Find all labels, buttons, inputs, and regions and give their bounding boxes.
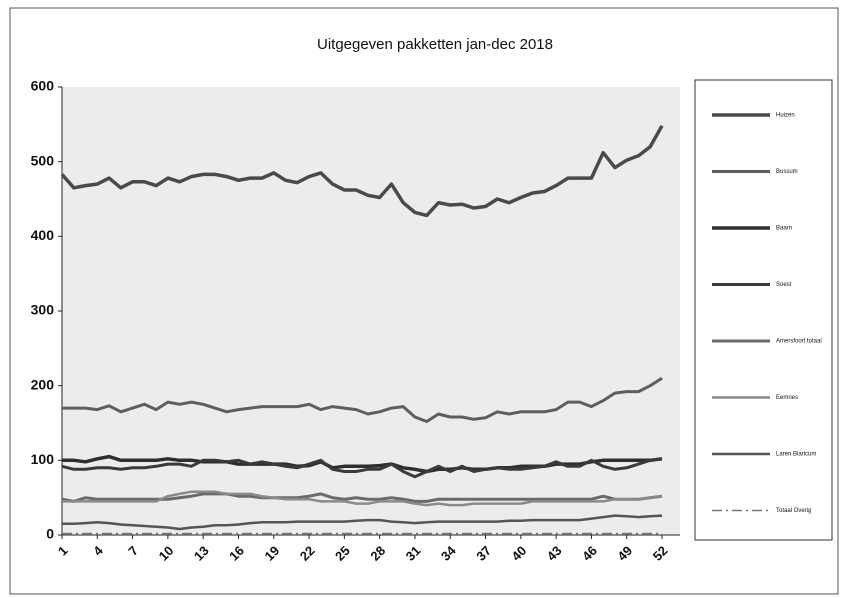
y-tick-label: 600: [31, 78, 55, 94]
legend-label: Totaal Overig: [776, 508, 811, 514]
y-tick-label: 300: [31, 302, 55, 318]
y-tick-label: 400: [31, 227, 55, 243]
y-tick-label: 100: [31, 451, 55, 467]
series-line: [60, 124, 664, 218]
series-line: [62, 514, 663, 531]
legend-label: Baarn: [776, 226, 792, 232]
series-line: [61, 457, 663, 479]
legend-label: Bussum: [776, 169, 798, 175]
chart-title: Uitgegeven pakketten jan-dec 2018: [317, 36, 553, 53]
legend-label: Huizen: [776, 113, 795, 119]
y-tick-label: 200: [31, 376, 55, 392]
legend-label: Laren Blaricum: [776, 452, 816, 458]
series-line: [62, 376, 663, 423]
legend-label: Eemnes: [776, 395, 798, 401]
y-tick-label: 500: [31, 152, 55, 168]
series-line: [62, 490, 663, 507]
y-tick-label: 0: [46, 526, 54, 542]
legend-label: Amersfoort totaal: [776, 339, 822, 345]
legend-box: [694, 79, 833, 541]
legend-label: Soest: [776, 282, 792, 288]
